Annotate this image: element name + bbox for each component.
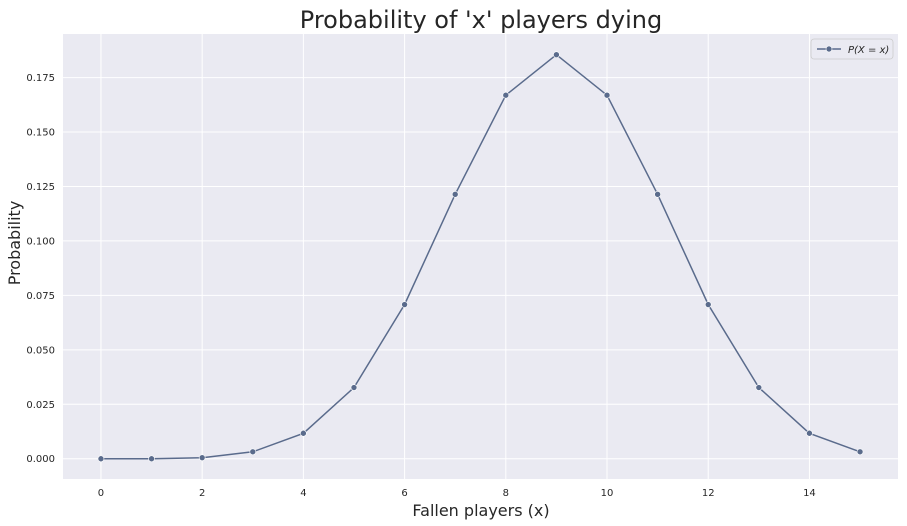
legend-marker xyxy=(825,45,833,53)
legend-label: P(X = x) xyxy=(848,45,889,56)
data-point xyxy=(603,91,611,99)
y-tick-label: 0.000 xyxy=(26,454,55,465)
y-tick-label: 0.175 xyxy=(26,73,55,84)
data-point xyxy=(198,454,206,461)
data-point xyxy=(300,429,307,437)
y-tick-label: 0.075 xyxy=(26,291,55,302)
x-tick-label: 6 xyxy=(401,488,407,499)
x-tick-label: 12 xyxy=(702,488,715,499)
x-tick-label: 0 xyxy=(98,488,104,499)
data-point xyxy=(350,384,358,391)
chart-title: Probability of 'x' players dying xyxy=(300,6,662,34)
data-point xyxy=(755,384,763,391)
data-point xyxy=(401,301,408,308)
y-tick-label: 0.025 xyxy=(26,400,55,411)
series-layer xyxy=(97,51,864,463)
data-point xyxy=(704,301,712,308)
series-line xyxy=(101,53,861,460)
y-axis-label: Probability xyxy=(5,201,24,286)
x-tick-label: 8 xyxy=(503,488,509,499)
legend-box xyxy=(810,38,894,60)
data-point xyxy=(148,455,155,463)
data-point xyxy=(502,91,510,99)
x-tick-label: 10 xyxy=(601,488,614,499)
x-axis-label: Fallen players (x) xyxy=(412,501,549,520)
x-tick-label: 4 xyxy=(300,488,306,499)
data-point xyxy=(654,191,661,198)
legend: P(X = x) xyxy=(810,38,894,60)
grid-lines xyxy=(63,34,898,479)
y-tick-label: 0.050 xyxy=(26,345,55,356)
data-point xyxy=(249,448,257,456)
y-tick-label: 0.125 xyxy=(26,182,55,193)
x-tick-label: 2 xyxy=(199,488,205,499)
data-point xyxy=(97,455,105,463)
x-axis-ticks: 0 2 4 6 8 10 12 14 xyxy=(98,488,816,499)
y-axis-ticks: 0.000 0.025 0.050 0.075 0.100 0.125 0.150 0.175 xyxy=(26,73,55,465)
x-tick-label: 14 xyxy=(803,488,816,499)
y-tick-label: 0.150 xyxy=(26,128,55,139)
data-point xyxy=(451,191,459,198)
plot-area xyxy=(63,34,898,479)
y-tick-label: 0.100 xyxy=(26,236,55,247)
data-point xyxy=(856,448,864,456)
data-point xyxy=(553,51,560,58)
data-point xyxy=(806,429,813,437)
